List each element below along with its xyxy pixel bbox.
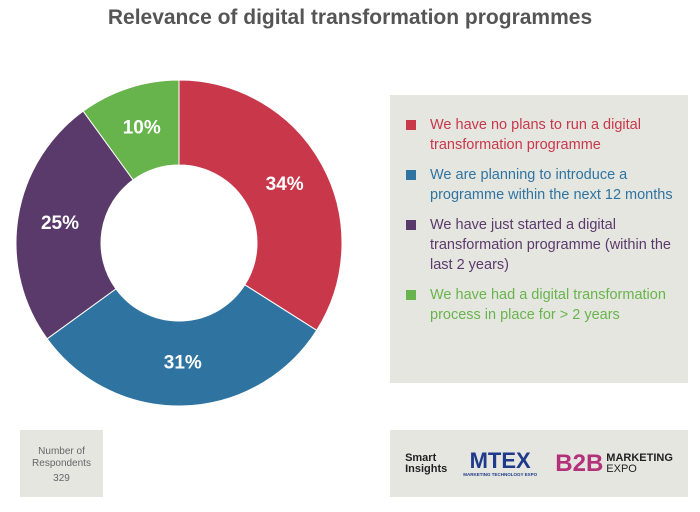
legend-item: We are planning to introduce a programme… xyxy=(406,165,676,205)
legend-label: We have just started a digital transform… xyxy=(430,217,671,273)
legend-swatch xyxy=(406,170,416,180)
legend-swatch xyxy=(406,120,416,130)
logo-text: MARKETING TECHNOLOGY EXPO xyxy=(463,472,538,477)
legend-item: We have just started a digital transform… xyxy=(406,215,676,275)
donut-slice xyxy=(46,284,318,407)
logos: Smart Insights MTEX MARKETING TECHNOLOGY… xyxy=(390,430,688,497)
respondents-value: 329 xyxy=(53,473,70,484)
legend-item: We have had a digital transformation pro… xyxy=(406,285,676,325)
logo-smart-insights: Smart Insights xyxy=(405,451,448,475)
legend-item: We have no plans to run a digital transf… xyxy=(406,115,676,155)
slice-label: 31% xyxy=(164,352,202,373)
legend-label: We have no plans to run a digital transf… xyxy=(430,117,641,153)
chart-title: Relevance of digital transformation prog… xyxy=(107,6,593,29)
legend-label: We have had a digital transformation pro… xyxy=(430,287,666,323)
logo-text: MARKETING xyxy=(606,451,673,464)
respondents-box: Number of Respondents 329 xyxy=(20,430,103,497)
slice-label: 25% xyxy=(41,213,79,234)
logo-b2b: B2B MARKETING EXPO xyxy=(555,450,673,478)
logo-text: MTEX xyxy=(469,448,531,473)
logo-text: B2B xyxy=(555,449,604,477)
donut-slice xyxy=(178,79,343,332)
logo-sub: MARKETING EXPO xyxy=(606,451,673,475)
respondents-label: Number of Respondents xyxy=(32,446,91,469)
donut-slice xyxy=(15,110,134,340)
legend-swatch xyxy=(406,220,416,230)
donut-slice xyxy=(82,79,180,181)
legend-label: We are planning to introduce a programme… xyxy=(430,167,673,203)
logo-text: EXPO xyxy=(606,462,637,475)
logo-mtex: MTEX MARKETING TECHNOLOGY EXPO xyxy=(463,448,538,478)
slice-label: 10% xyxy=(123,117,161,138)
legend-swatch xyxy=(406,290,416,300)
legend: We have no plans to run a digital transf… xyxy=(390,95,688,383)
slice-label: 34% xyxy=(266,174,304,195)
chart: 34% 31% 25% 10% xyxy=(15,79,343,407)
